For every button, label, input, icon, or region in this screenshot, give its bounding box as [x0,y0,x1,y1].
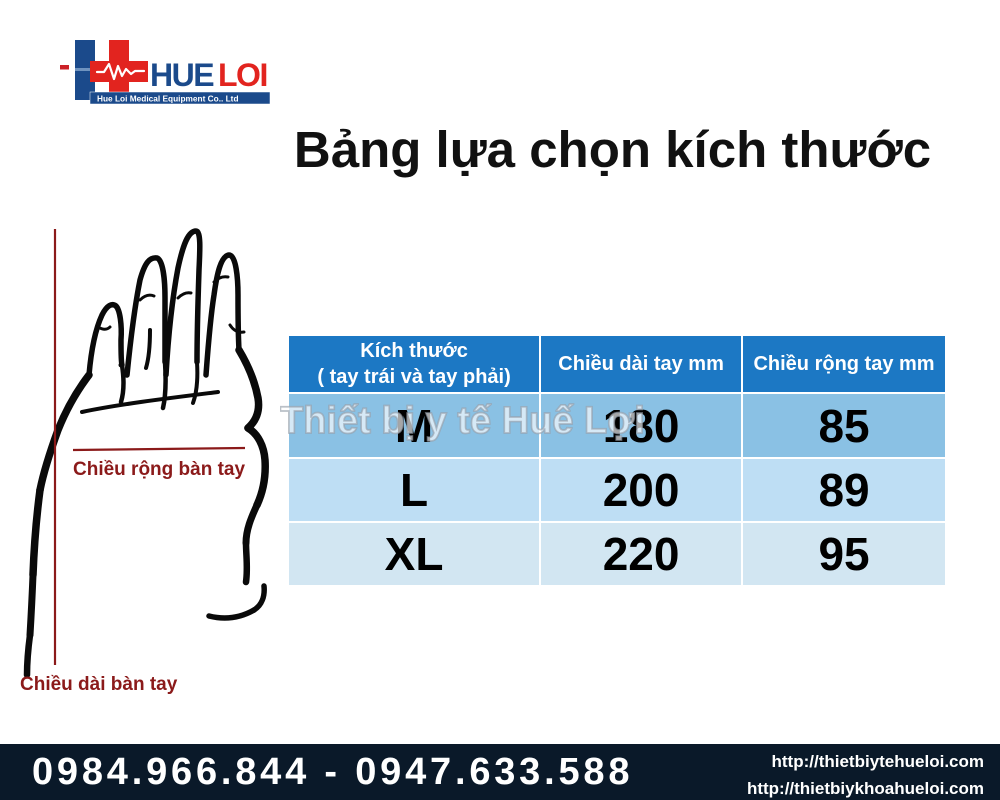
svg-text:Chiều dài bàn tay: Chiều dài bàn tay [20,674,178,695]
svg-text:Chiều rộng bàn tay: Chiều rộng bàn tay [73,459,246,480]
